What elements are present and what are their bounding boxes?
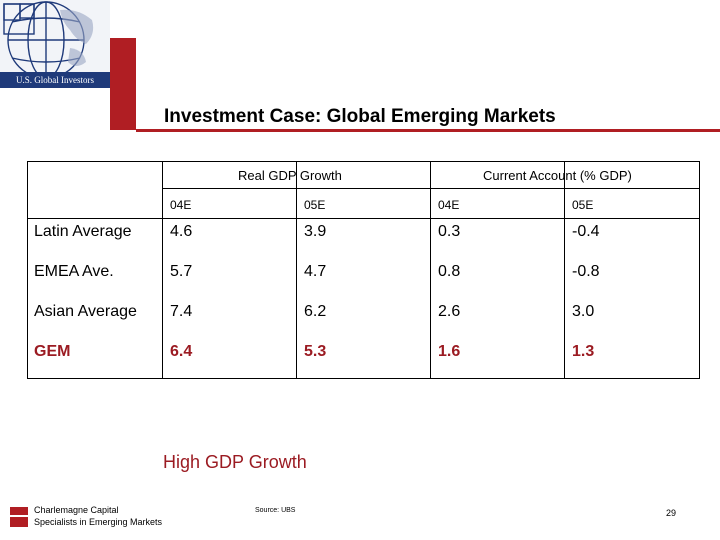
table-divider xyxy=(162,162,163,378)
row-label-highlight: GEM xyxy=(34,343,71,360)
row-label: EMEA Ave. xyxy=(34,263,114,280)
table-cell: 7.4 xyxy=(170,303,193,320)
column-header: 04E xyxy=(438,198,460,212)
table-divider xyxy=(430,162,431,378)
row-label: Asian Average xyxy=(34,303,137,320)
logo-wordmark: U.S. Global Investors xyxy=(0,72,110,88)
column-header: 05E xyxy=(572,198,594,212)
slide-tagline: High GDP Growth xyxy=(163,452,307,472)
column-header: 04E xyxy=(170,198,192,212)
footer-company: Charlemagne Capital xyxy=(34,505,119,515)
table-cell-highlight: 1.6 xyxy=(438,343,461,360)
row-label: Latin Average xyxy=(34,223,132,240)
table-cell: 3.9 xyxy=(304,223,327,240)
table-cell: 3.0 xyxy=(572,303,595,320)
gdp-table: Real GDP Growth Current Account (% GDP) … xyxy=(27,161,700,379)
table-cell-highlight: 6.4 xyxy=(170,343,193,360)
table-cell: -0.8 xyxy=(572,263,600,280)
page-title: Investment Case: Global Emerging Markets xyxy=(164,106,556,127)
table-cell: 4.7 xyxy=(304,263,327,280)
header-divider xyxy=(28,218,699,219)
table-cell: 4.6 xyxy=(170,223,193,240)
globe-icon xyxy=(0,0,110,79)
table-cell: -0.4 xyxy=(572,223,600,240)
title-divider xyxy=(136,129,720,132)
table-cell: 5.7 xyxy=(170,263,193,280)
page-number: 29 xyxy=(666,508,677,518)
column-header: 05E xyxy=(304,198,326,212)
table-divider xyxy=(564,162,565,378)
source-note: Source: UBS xyxy=(255,507,296,514)
table-cell: 2.6 xyxy=(438,303,461,320)
header-divider xyxy=(162,188,699,189)
table-cell-highlight: 5.3 xyxy=(304,343,327,360)
charlemagne-logo-icon xyxy=(10,507,28,527)
table-divider xyxy=(296,162,297,378)
company-logo: U.S. Global Investors xyxy=(0,0,110,88)
group-header-gdp: Real GDP Growth xyxy=(238,168,342,183)
table-cell: 6.2 xyxy=(304,303,327,320)
table-cell-highlight: 1.3 xyxy=(572,343,595,360)
accent-block xyxy=(110,38,136,130)
footer-tagline: Specialists in Emerging Markets xyxy=(34,517,163,527)
group-header-current-account: Current Account (% GDP) xyxy=(483,168,632,183)
table-cell: 0.8 xyxy=(438,263,461,280)
table-cell: 0.3 xyxy=(438,223,461,240)
